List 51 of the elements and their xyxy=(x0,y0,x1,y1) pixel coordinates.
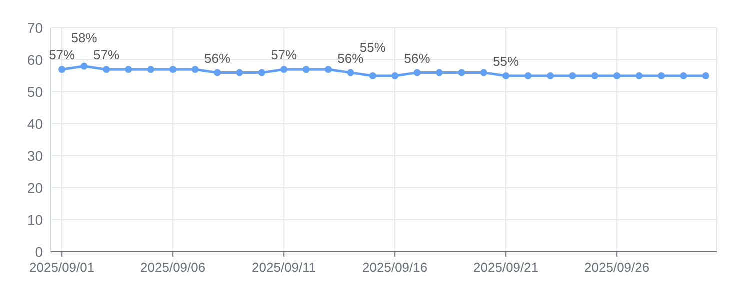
point xyxy=(125,66,132,74)
x-tick-label: 2025/09/26 xyxy=(584,260,650,275)
data-label: 57% xyxy=(49,48,76,63)
data-label: 57% xyxy=(93,48,120,63)
point xyxy=(347,69,354,76)
y-tick-label: 70 xyxy=(27,20,44,36)
data-label: 56% xyxy=(404,50,431,66)
point xyxy=(614,72,621,80)
point xyxy=(58,66,66,74)
point xyxy=(236,69,244,76)
y-tick-label: 60 xyxy=(27,52,44,68)
point xyxy=(591,72,598,80)
point xyxy=(569,72,576,80)
y-tick-label: 20 xyxy=(27,180,44,196)
y-tick-label: 10 xyxy=(27,212,44,228)
point xyxy=(414,69,421,76)
data-label: 57% xyxy=(271,48,298,63)
x-tick-label: 2025/09/11 xyxy=(252,260,316,275)
point xyxy=(392,72,399,80)
point xyxy=(302,66,310,74)
y-tick-label: 40 xyxy=(27,116,44,132)
point xyxy=(192,66,199,74)
y-tick-label: 30 xyxy=(27,148,44,164)
x-tick-label: 2025/09/01 xyxy=(30,260,95,275)
point xyxy=(103,66,110,74)
x-tick-label: 2025/09/06 xyxy=(140,260,206,275)
point xyxy=(547,72,554,80)
point xyxy=(680,72,688,80)
point xyxy=(80,62,88,70)
point xyxy=(436,69,443,76)
point xyxy=(636,72,643,80)
y-tick-label: 0 xyxy=(35,244,44,260)
point xyxy=(280,66,288,74)
data-label: 55% xyxy=(493,54,520,69)
y-tick-label: 50 xyxy=(27,84,44,100)
point xyxy=(524,72,532,80)
point xyxy=(170,66,177,74)
x-tick-label: 2025/09/16 xyxy=(362,260,428,275)
point xyxy=(258,69,266,76)
point xyxy=(147,66,154,74)
point xyxy=(369,72,376,80)
data-label: 58% xyxy=(71,30,98,46)
point xyxy=(702,72,710,80)
point xyxy=(458,69,466,76)
point xyxy=(480,69,488,76)
point xyxy=(658,72,665,80)
point xyxy=(325,66,332,74)
x-tick-label: 2025/09/21 xyxy=(474,260,539,275)
point xyxy=(502,72,510,80)
data-label: 56% xyxy=(204,50,231,66)
point xyxy=(214,69,221,76)
